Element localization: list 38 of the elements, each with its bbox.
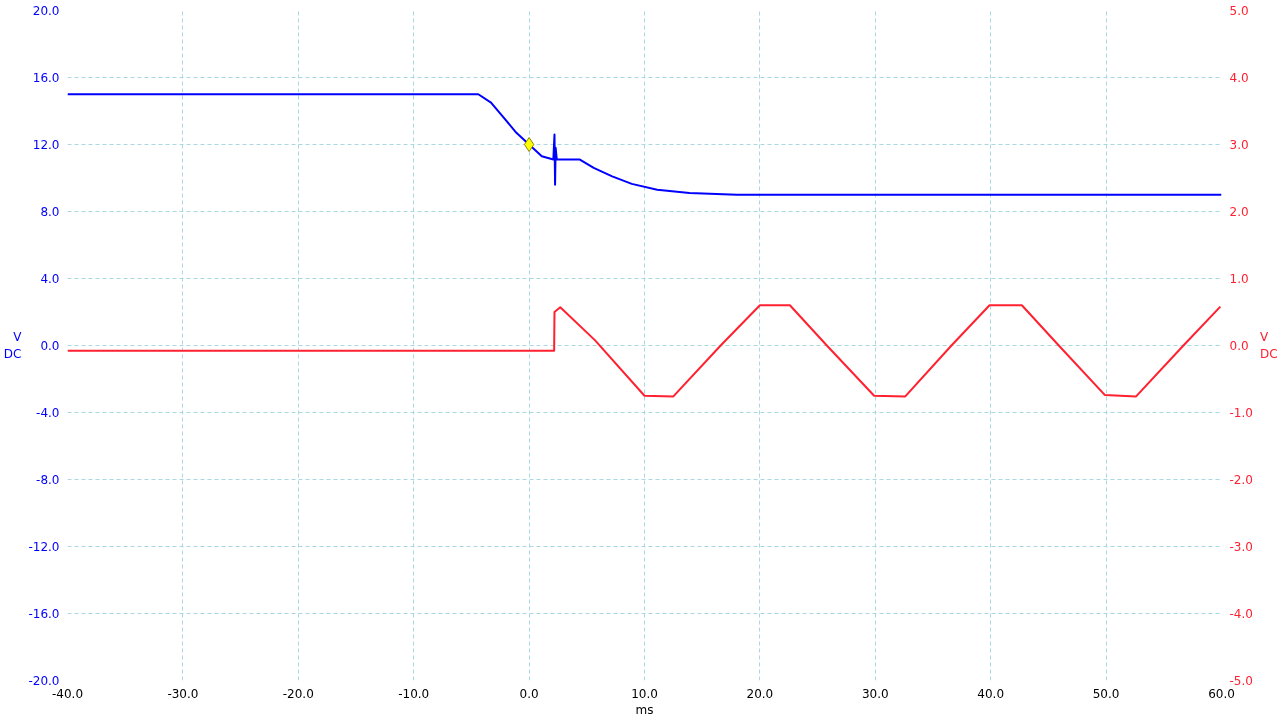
y2-tick-label: 2.0 — [1229, 205, 1249, 219]
line-series — [67, 93, 1222, 196]
y2-axis-title: V DC — [1259, 330, 1278, 361]
y-tick-label: 8.0 — [40, 205, 60, 219]
y-tick-label: -4.0 — [36, 406, 60, 420]
x-tick-label: -40.0 — [51, 686, 84, 701]
x-tick-label: 10.0 — [631, 686, 658, 701]
y2-tick-label: -4.0 — [1229, 607, 1253, 621]
y-tick-label: 0.0 — [40, 339, 60, 353]
y2-tick-label: 5.0 — [1229, 4, 1249, 18]
x-tick-label: -10.0 — [398, 686, 430, 701]
y2-tick-label: 3.0 — [1229, 138, 1249, 152]
y2-tick-label: -5.0 — [1229, 674, 1253, 688]
line-series — [67, 304, 1222, 398]
y-axis-title: V DC — [3, 330, 23, 361]
y-tick-label: -16.0 — [28, 607, 60, 621]
x-axis-title: ms — [635, 702, 654, 717]
y2-tick-label: -1.0 — [1229, 406, 1253, 420]
x-tick-label: 60.0 — [1208, 686, 1235, 701]
x-tick-label: 30.0 — [861, 686, 889, 701]
y2-tick-label: 4.0 — [1229, 71, 1249, 85]
y-tick-label: -12.0 — [28, 540, 60, 554]
y-tick-label: 12.0 — [32, 138, 60, 152]
x-tick-label: 20.0 — [746, 686, 774, 701]
x-tick-label: -30.0 — [167, 686, 199, 701]
x-tick-label: 40.0 — [977, 686, 1005, 701]
y2-tick-label: -3.0 — [1229, 540, 1253, 554]
y-tick-label: 4.0 — [40, 272, 60, 286]
x-tick-label: 50.0 — [1092, 686, 1120, 701]
y-tick-label: -20.0 — [28, 674, 60, 688]
x-tick-label: 0.0 — [519, 686, 539, 701]
y-tick-label: 16.0 — [32, 71, 60, 85]
y2-tick-label: -2.0 — [1229, 473, 1253, 487]
x-tick-label: -20.0 — [282, 686, 314, 701]
y2-tick-label: 0.0 — [1229, 339, 1249, 353]
y-tick-label: 20.0 — [32, 4, 60, 18]
y2-tick-label: 1.0 — [1229, 272, 1249, 286]
y-tick-label: -8.0 — [36, 473, 60, 487]
